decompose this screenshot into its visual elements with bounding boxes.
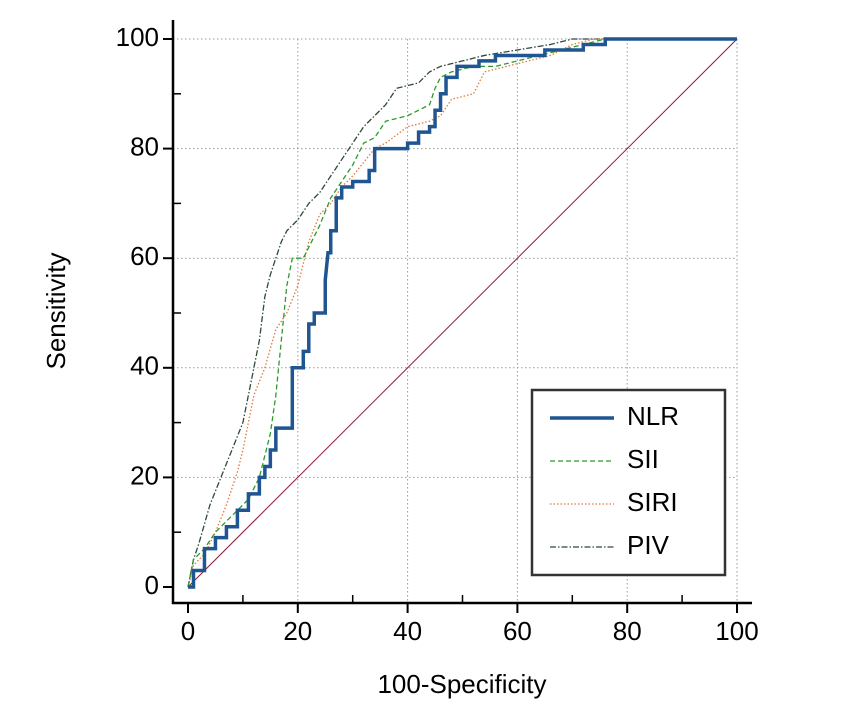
legend-label: PIV [627,530,670,560]
legend-label: NLR [627,401,679,431]
roc-curve [187,38,737,588]
y-tick-label: 0 [145,570,159,600]
x-tick-label: 0 [181,616,195,646]
y-axis-label: Sensitivity [41,252,71,369]
reference-line [187,38,738,588]
legend-label: SIRI [627,487,678,517]
y-tick-label: 40 [130,351,159,381]
x-tick-label: 40 [393,616,422,646]
roc-curve [188,37,737,589]
roc-curve [187,38,737,588]
roc-curve [187,38,737,588]
y-tick-label: 20 [130,460,159,490]
legend-label: SII [627,444,659,474]
legend-box [530,388,727,577]
y-tick-label: 100 [116,22,159,52]
y-tick-label: 60 [130,241,159,271]
y-tick-label: 80 [130,131,159,161]
x-axis-label: 100-Specificity [377,669,546,699]
x-tick-label: 60 [503,616,532,646]
x-tick-label: 20 [283,616,312,646]
x-tick-label: 100 [715,616,758,646]
x-tick-label: 80 [613,616,642,646]
